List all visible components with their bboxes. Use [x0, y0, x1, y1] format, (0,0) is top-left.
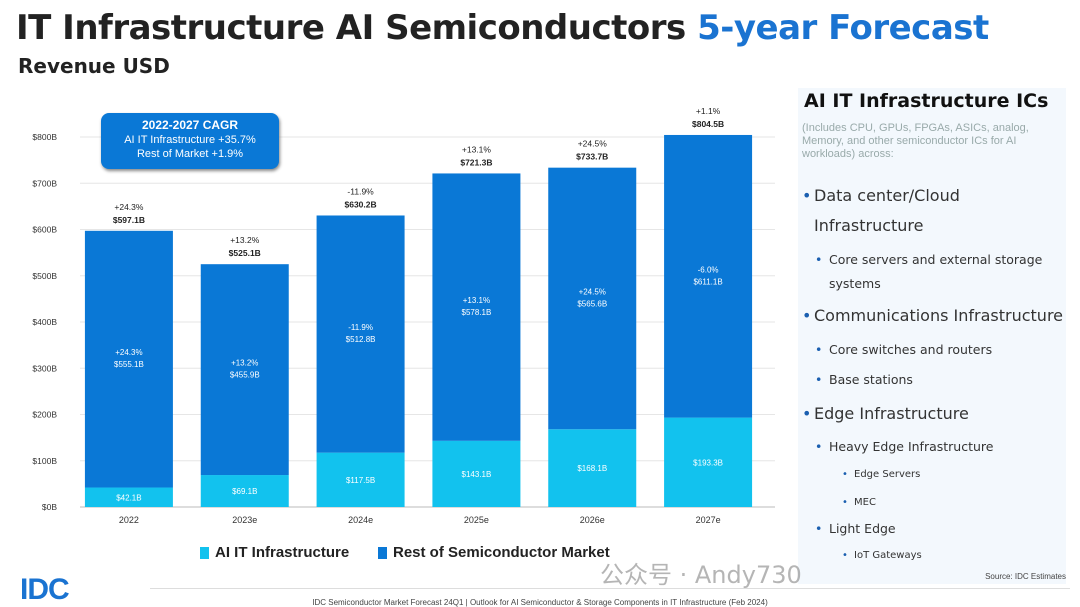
- cagr-rest: Rest of Market +1.9%: [136, 148, 244, 160]
- item-edge: Edge Infrastructure: [802, 404, 969, 423]
- x-tick-label: 2026e: [580, 515, 605, 525]
- footer-divider: [150, 588, 1070, 589]
- total-value-label: $630.2B: [345, 200, 377, 210]
- y-tick-label: $800B: [32, 132, 57, 142]
- rest-growth-label: +13.2%: [231, 359, 258, 368]
- sidebar-panel: AI IT Infrastructure ICs (Includes CPU, …: [798, 88, 1066, 584]
- rest-growth-label: +24.3%: [115, 348, 142, 357]
- legend-rest: Rest of Semiconductor Market: [378, 544, 610, 561]
- bar-rest-segment: [200, 264, 289, 476]
- title-main: IT Infrastructure AI Semiconductors: [16, 8, 686, 48]
- bar-ai-segment: [664, 417, 753, 507]
- total-growth-label: +13.1%: [462, 144, 492, 154]
- total-growth-label: +24.3%: [114, 202, 144, 212]
- item-datacenter-cont: Infrastructure: [814, 216, 924, 235]
- item-light-edge: Light Edge: [815, 521, 896, 536]
- item-edge-servers: Edge Servers: [842, 469, 920, 480]
- footer-text: IDC Semiconductor Market Forecast 24Q1 |…: [312, 598, 768, 607]
- rest-value-label: $455.9B: [230, 371, 260, 380]
- legend-swatch-rest: [378, 546, 387, 559]
- bar-rest-segment: [432, 173, 521, 441]
- sidebar-title: AI IT Infrastructure ICs: [804, 90, 1049, 112]
- rest-growth-label: -6.0%: [698, 265, 719, 274]
- item-communications: Communications Infrastructure: [802, 306, 1063, 325]
- legend-swatch-ai: [200, 546, 209, 559]
- cagr-callout: 2022-2027 CAGR AI IT Infrastructure +35.…: [101, 113, 279, 169]
- bar-ai-segment: [548, 429, 637, 507]
- y-tick-label: $0B: [42, 502, 57, 512]
- page-title: IT Infrastructure AI Semiconductors 5-ye…: [16, 8, 989, 48]
- y-tick-label: $200B: [32, 410, 57, 420]
- item-core-switches: Core switches and routers: [815, 342, 992, 357]
- rest-growth-label: +24.5%: [579, 287, 606, 296]
- rest-value-label: $512.8B: [346, 335, 376, 344]
- bar-rest-segment: [548, 167, 637, 430]
- y-tick-label: $600B: [32, 225, 57, 235]
- rest-value-label: $578.1B: [462, 308, 492, 317]
- item-mec: MEC: [842, 497, 876, 508]
- legend-label-ai: AI IT Infrastructure: [215, 544, 350, 561]
- ai-value-label: $193.3B: [693, 458, 723, 467]
- item-heavy-edge: Heavy Edge Infrastructure: [815, 439, 994, 454]
- total-value-label: $733.7B: [576, 152, 608, 162]
- item-core-servers-cont: systems: [829, 276, 881, 291]
- x-tick-label: 2027e: [696, 515, 721, 525]
- bar-ai-segment: [432, 440, 521, 507]
- x-tick-label: 2024e: [348, 515, 373, 525]
- legend-ai: AI IT Infrastructure: [200, 544, 349, 561]
- y-tick-label: $700B: [32, 178, 57, 188]
- ai-value-label: $69.1B: [232, 487, 257, 496]
- total-growth-label: +13.2%: [230, 235, 260, 245]
- item-datacenter: Data center/Cloud: [802, 186, 960, 205]
- bar-ai-segment: [316, 452, 405, 507]
- bar-ai-segment: [200, 475, 289, 507]
- item-base-stations: Base stations: [815, 372, 913, 387]
- y-tick-label: $400B: [32, 317, 57, 327]
- subtitle: Revenue USD: [18, 54, 170, 78]
- ai-value-label: $117.5B: [346, 476, 375, 485]
- cagr-ai: AI IT Infrastructure +35.7%: [124, 134, 256, 146]
- bar-rest-segment: [664, 134, 753, 418]
- bar-rest-segment: [316, 215, 405, 453]
- y-tick-label: $500B: [32, 271, 57, 281]
- total-value-label: $804.5B: [692, 119, 724, 129]
- sidebar-note: (Includes CPU, GPUs, FPGAs, ASICs, analo…: [802, 122, 1029, 160]
- y-tick-label: $300B: [32, 363, 57, 373]
- total-value-label: $525.1B: [229, 248, 261, 258]
- total-value-label: $721.3B: [460, 157, 492, 167]
- rest-growth-label: +13.1%: [463, 296, 490, 305]
- rest-growth-label: -11.9%: [348, 323, 373, 332]
- item-core-servers: Core servers and external storage: [815, 252, 1042, 267]
- cagr-heading: 2022-2027 CAGR: [141, 118, 239, 132]
- stacked-bar-chart: $0B $100B $200B $300B $400B $500B $600B $700B $8…: [32, 106, 775, 525]
- title-highlight: 5-year Forecast: [697, 8, 989, 48]
- ai-value-label: $143.1B: [462, 470, 492, 479]
- x-tick-label: 2023e: [232, 515, 257, 525]
- watermark: 公众号 · Andy730: [600, 561, 802, 589]
- total-value-label: $597.1B: [113, 215, 145, 225]
- ai-value-label: $168.1B: [577, 464, 607, 473]
- idc-logo: IDC: [20, 573, 70, 606]
- bar-rest-segment: [84, 230, 173, 488]
- rest-value-label: $555.1B: [114, 360, 144, 369]
- x-tick-label: 2022: [119, 515, 139, 525]
- rest-value-label: $565.6B: [577, 299, 607, 308]
- total-growth-label: +24.5%: [578, 139, 608, 149]
- bar-ai-segment: [84, 487, 173, 507]
- y-tick-label: $100B: [32, 456, 57, 466]
- total-growth-label: -11.9%: [347, 187, 374, 197]
- source-note: Source: IDC Estimates: [985, 572, 1066, 581]
- total-growth-label: +1.1%: [696, 106, 721, 116]
- legend-label-rest: Rest of Semiconductor Market: [393, 544, 610, 561]
- item-iot-gateways: IoT Gateways: [842, 550, 922, 561]
- x-tick-label: 2025e: [464, 515, 489, 525]
- ai-value-label: $42.1B: [116, 493, 141, 502]
- rest-value-label: $611.1B: [693, 277, 722, 286]
